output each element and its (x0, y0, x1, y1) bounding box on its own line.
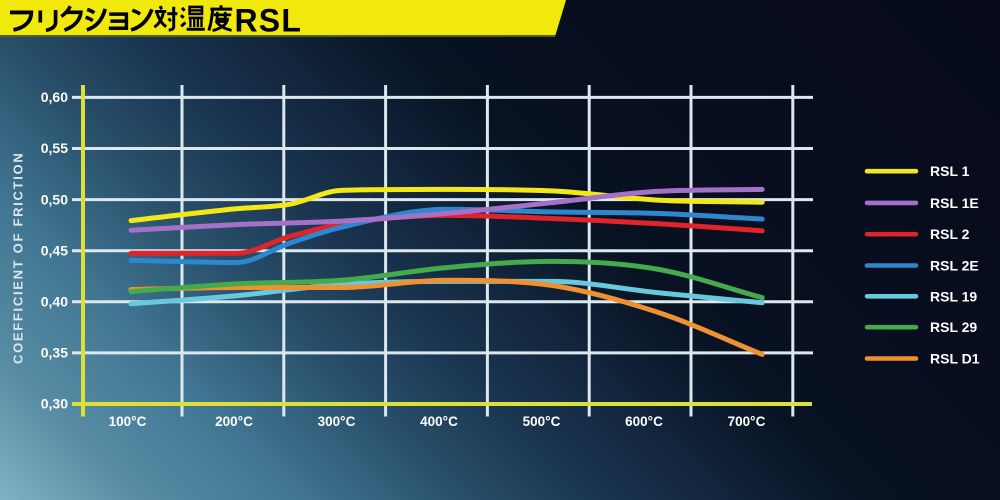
svg-text:0,50: 0,50 (41, 191, 68, 207)
svg-text:COEFFICIENT OF FRICTION: COEFFICIENT OF FRICTION (11, 152, 26, 364)
svg-text:200°C: 200°C (215, 414, 253, 429)
svg-text:RSL 1E: RSL 1E (930, 195, 979, 211)
svg-text:300°C: 300°C (318, 414, 356, 429)
svg-text:600°C: 600°C (625, 414, 663, 429)
svg-text:RSL 19: RSL 19 (930, 288, 977, 304)
svg-text:400°C: 400°C (420, 414, 458, 429)
svg-text:100°C: 100°C (109, 414, 147, 429)
svg-text:0,30: 0,30 (41, 396, 68, 412)
svg-text:0,60: 0,60 (41, 89, 68, 105)
svg-text:RSL D1: RSL D1 (930, 351, 980, 367)
svg-text:0,35: 0,35 (41, 345, 68, 361)
svg-text:RSL 2: RSL 2 (930, 226, 970, 242)
svg-text:RSL 2E: RSL 2E (930, 258, 979, 274)
svg-text:RSL 1: RSL 1 (930, 163, 970, 179)
svg-text:0,40: 0,40 (41, 294, 68, 310)
svg-text:500°C: 500°C (523, 414, 561, 429)
svg-text:RSL 29: RSL 29 (930, 319, 977, 335)
svg-text:700°C: 700°C (728, 414, 766, 429)
svg-text:0,55: 0,55 (41, 140, 68, 156)
svg-text:0,45: 0,45 (41, 242, 68, 258)
svg-text:RSL: RSL (235, 2, 303, 38)
